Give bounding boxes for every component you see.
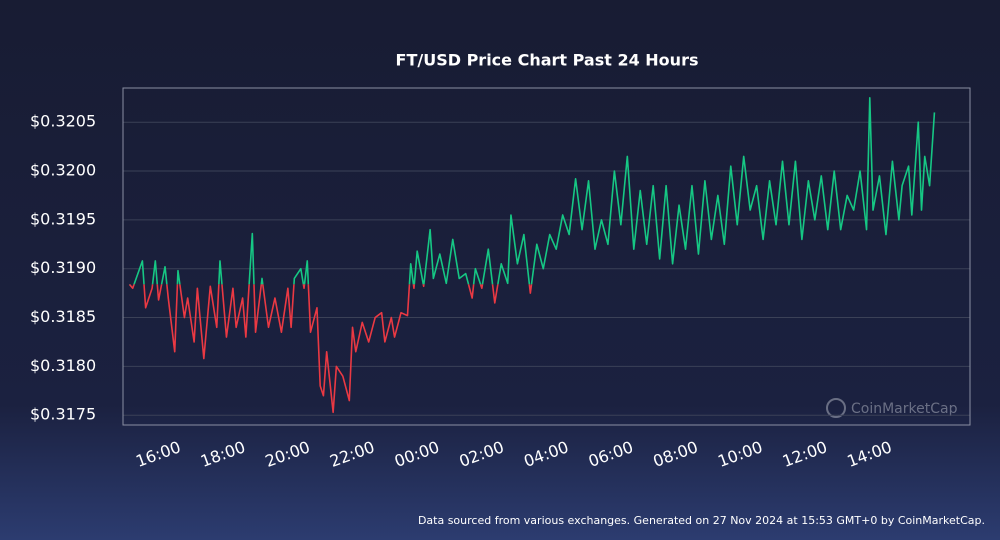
- footer: Data sourced from various exchanges. Gen…: [418, 514, 985, 527]
- watermark-text: CoinMarketCap: [851, 401, 958, 417]
- plot-frame: [122, 87, 971, 426]
- y-tick-label: $0.3185: [30, 307, 96, 326]
- watermark-logo: [826, 398, 846, 418]
- y-tick-label: $0.3180: [30, 356, 96, 375]
- y-tick-label: $0.3205: [30, 112, 96, 131]
- y-tick-label: $0.3175: [30, 405, 96, 424]
- y-tick-label: $0.3200: [30, 161, 96, 180]
- chart-title: FT/USD Price Chart Past 24 Hours: [396, 51, 699, 70]
- y-tick-label: $0.3195: [30, 209, 96, 228]
- watermark: CoinMarketCap: [826, 398, 958, 418]
- y-tick-label: $0.3190: [30, 258, 96, 277]
- price-line: [129, 96, 936, 285]
